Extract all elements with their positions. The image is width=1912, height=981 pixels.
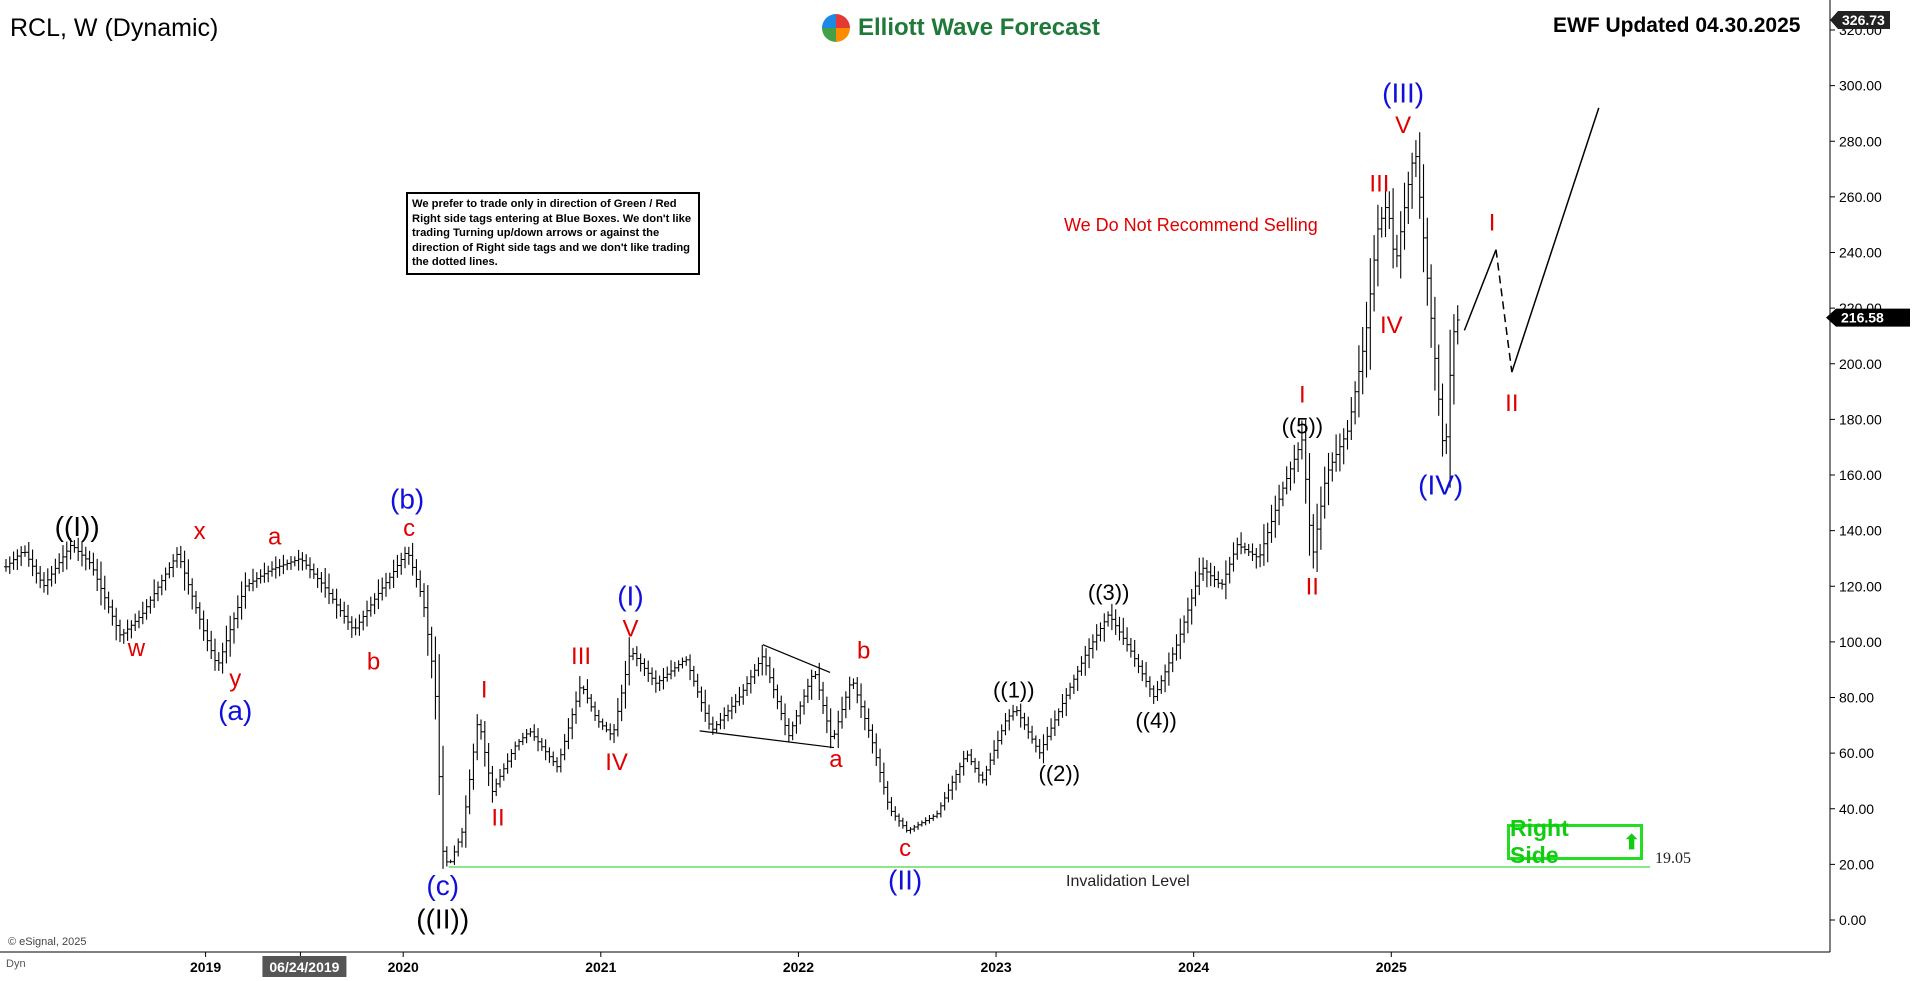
update-date: EWF Updated 04.30.2025 — [1553, 14, 1801, 37]
wave-label: III — [1369, 170, 1389, 197]
copyright: © eSignal, 2025 — [8, 936, 87, 948]
wave-label: ((I)) — [55, 511, 100, 542]
projection-wave-two-dashed — [1495, 249, 1513, 373]
y-tick-label: 40.00 — [1839, 801, 1874, 817]
projection-wave-one — [1463, 249, 1497, 331]
wave-label: IV — [1380, 312, 1403, 339]
y-tick-label: 140.00 — [1839, 523, 1882, 539]
wave-label: (c) — [426, 870, 459, 901]
price-bars — [3, 132, 1460, 869]
y-tick-label: 300.00 — [1839, 78, 1882, 94]
wave-label: y — [229, 665, 241, 692]
y-tick-label: 20.00 — [1839, 856, 1874, 872]
warning-text: We Do Not Recommend Selling — [1064, 215, 1318, 235]
arrow-up-icon: ⬆ — [1623, 831, 1640, 854]
y-tick-label: 240.00 — [1839, 245, 1882, 261]
wave-label: (a) — [218, 695, 252, 726]
wave-label: II — [1505, 390, 1518, 417]
last-price-text: 216.58 — [1841, 310, 1884, 326]
x-tick-label: 06/24/2019 — [269, 959, 339, 975]
wave-label: II — [491, 804, 504, 831]
y-tick-label: 100.00 — [1839, 634, 1882, 650]
x-tick-label: 2021 — [585, 959, 616, 975]
x-tick-label: 2019 — [190, 959, 221, 975]
triangle-lower-line — [699, 730, 835, 749]
wave-label: ((1)) — [993, 678, 1035, 703]
x-tick-label: 2025 — [1376, 959, 1407, 975]
wave-label: ((II)) — [416, 903, 469, 934]
wave-label: I — [481, 677, 488, 704]
wave-labels: ((I))wxy(a)ab(b)cIII(c)((II))IIIIV(I)Vab… — [55, 77, 1519, 934]
invalidation-label: Invalidation Level — [1066, 873, 1190, 890]
right-side-label: Right Side — [1510, 815, 1569, 868]
top-value-box — [1830, 11, 1890, 29]
wave-label: ((5)) — [1282, 413, 1324, 438]
wave-label: (IV) — [1418, 469, 1463, 500]
y-tick-label: 160.00 — [1839, 467, 1882, 483]
wave-label: (III) — [1382, 77, 1424, 108]
wave-label: (II) — [888, 864, 922, 895]
brand-name: Elliott Wave Forecast — [858, 14, 1100, 41]
y-tick-label: 60.00 — [1839, 745, 1874, 761]
projection-wave-three — [1511, 107, 1600, 373]
triangle-upper-line — [762, 644, 831, 674]
wave-label: V — [622, 615, 638, 642]
x-tick-highlight — [262, 956, 347, 977]
chart-frame — [0, 0, 1831, 953]
chart-title: RCL, W (Dynamic) — [10, 14, 219, 42]
y-tick-label: 80.00 — [1839, 690, 1874, 706]
ewf-logo-icon — [822, 14, 850, 42]
wave-label: w — [127, 635, 146, 662]
wave-label: III — [571, 643, 591, 670]
top-value-marker: 326.73 — [1830, 11, 1890, 29]
price-axis: 0.00 20.00 40.00 60.00 80.00 100.00 120.00 140.… — [190, 11, 1910, 977]
wave-label: I — [1299, 382, 1306, 409]
wave-label: c — [403, 515, 415, 542]
x-tick-label: 2023 — [980, 959, 1011, 975]
wave-label: ((3)) — [1088, 580, 1130, 605]
y-tick-label: 200.00 — [1839, 356, 1882, 372]
wave-label: a — [829, 746, 843, 773]
wave-label: IV — [605, 749, 628, 776]
y-tick-label: 280.00 — [1839, 133, 1882, 149]
wave-label: II — [1306, 574, 1319, 601]
x-tick-label: 2022 — [783, 959, 814, 975]
trading-notice: We prefer to trade only in direction of … — [406, 192, 700, 275]
wave-label: c — [899, 835, 911, 862]
invalidation-value: 19.05 — [1655, 850, 1691, 867]
dyn-label: Dyn — [6, 958, 26, 970]
right-side-tag: Right Side ⬆ — [1507, 815, 1643, 868]
wave-label: x — [194, 518, 206, 545]
projection-path — [1463, 107, 1600, 373]
wave-label: V — [1395, 112, 1411, 139]
wave-label: a — [268, 524, 282, 551]
last-price-box — [1826, 308, 1910, 327]
wave-label: (b) — [390, 483, 424, 514]
wave-label: (I) — [617, 581, 643, 612]
x-tick-label: 2024 — [1178, 959, 1209, 975]
y-tick-label: 260.00 — [1839, 189, 1882, 205]
x-tick-label: 2020 — [388, 959, 419, 975]
y-tick-label: 180.00 — [1839, 411, 1882, 427]
y-tick-label: 0.00 — [1839, 912, 1866, 928]
last-price-marker: 216.58 — [1826, 308, 1910, 327]
y-tick-label: 120.00 — [1839, 578, 1882, 594]
wave-label: b — [857, 638, 870, 665]
top-value-text: 326.73 — [1842, 12, 1885, 28]
wave-label: I — [1489, 209, 1496, 236]
brand-logo: Elliott Wave Forecast — [822, 14, 1100, 42]
wave-label: b — [367, 649, 380, 676]
wave-label: ((2)) — [1039, 761, 1081, 786]
wave-label: ((4)) — [1135, 708, 1177, 733]
